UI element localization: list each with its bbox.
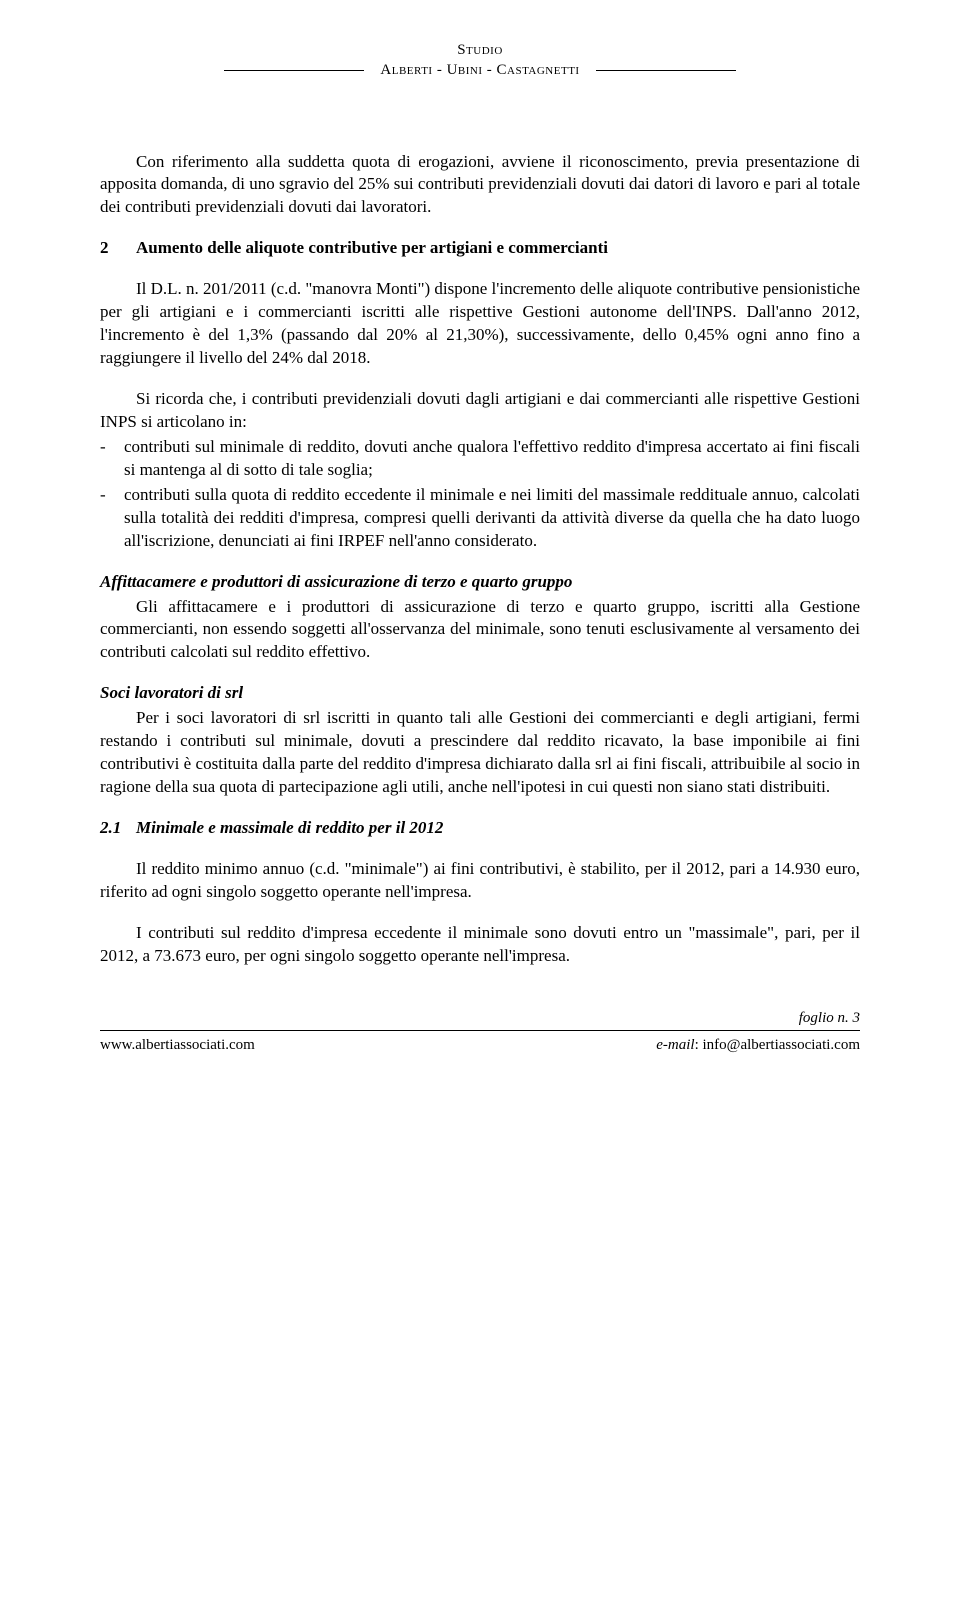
soci-block: Soci lavoratori di srl Per i soci lavora… — [100, 682, 860, 799]
paragraph-massimale: I contributi sul reddito d'impresa ecced… — [100, 922, 860, 968]
paragraph-intro: Con riferimento alla suddetta quota di e… — [100, 151, 860, 220]
foglio-number: foglio n. 3 — [100, 1008, 860, 1028]
letterhead-top: Studio — [100, 40, 860, 60]
letterhead: Studio Alberti - Ubini - Castagnetti — [100, 40, 860, 81]
letterhead-line: Alberti - Ubini - Castagnetti — [100, 60, 860, 80]
soci-text: Per i soci lavoratori di srl iscritti in… — [100, 707, 860, 799]
affittacamere-text: Gli affittacamere e i produttori di assi… — [100, 596, 860, 665]
page-footer: foglio n. 3 www.albertiassociati.com e-m… — [100, 1008, 860, 1056]
section-2-1-num: 2.1 — [100, 817, 136, 840]
affittacamere-block: Affittacamere e produttori di assicurazi… — [100, 571, 860, 665]
paragraph-dl201: Il D.L. n. 201/2011 (c.d. "manovra Monti… — [100, 278, 860, 370]
foglio-label: foglio n. — [799, 1010, 849, 1026]
footer-website: www.albertiassociati.com — [100, 1035, 255, 1055]
section-2-num: 2 — [100, 237, 136, 260]
list-item: contributi sulla quota di reddito eccede… — [100, 484, 860, 553]
paragraph-ricorda-intro: Si ricorda che, i contributi previdenzia… — [100, 388, 860, 434]
footer-email-value: : info@albertiassociati.com — [695, 1037, 860, 1053]
list-item: contributi sul minimale di reddito, dovu… — [100, 436, 860, 482]
footer-line: www.albertiassociati.com e-mail: info@al… — [100, 1035, 860, 1055]
footer-rule — [100, 1030, 860, 1031]
footer-email: e-mail: info@albertiassociati.com — [656, 1035, 860, 1055]
soci-heading: Soci lavoratori di srl — [100, 682, 860, 705]
footer-email-label: e-mail — [656, 1037, 694, 1053]
letterhead-rule-right — [596, 70, 736, 71]
section-2-1-heading: 2.1Minimale e massimale di reddito per i… — [100, 817, 860, 840]
section-2-1-title: Minimale e massimale di reddito per il 2… — [136, 818, 443, 837]
bullet-list: contributi sul minimale di reddito, dovu… — [100, 436, 860, 553]
affittacamere-heading: Affittacamere e produttori di assicurazi… — [100, 571, 860, 594]
letterhead-rule-left — [224, 70, 364, 71]
section-2-title: Aumento delle aliquote contributive per … — [136, 238, 608, 257]
section-2-heading: 2Aumento delle aliquote contributive per… — [100, 237, 860, 260]
paragraph-minimale: Il reddito minimo annuo (c.d. "minimale"… — [100, 858, 860, 904]
foglio-value: 3 — [853, 1010, 861, 1026]
letterhead-name: Alberti - Ubini - Castagnetti — [370, 60, 589, 80]
